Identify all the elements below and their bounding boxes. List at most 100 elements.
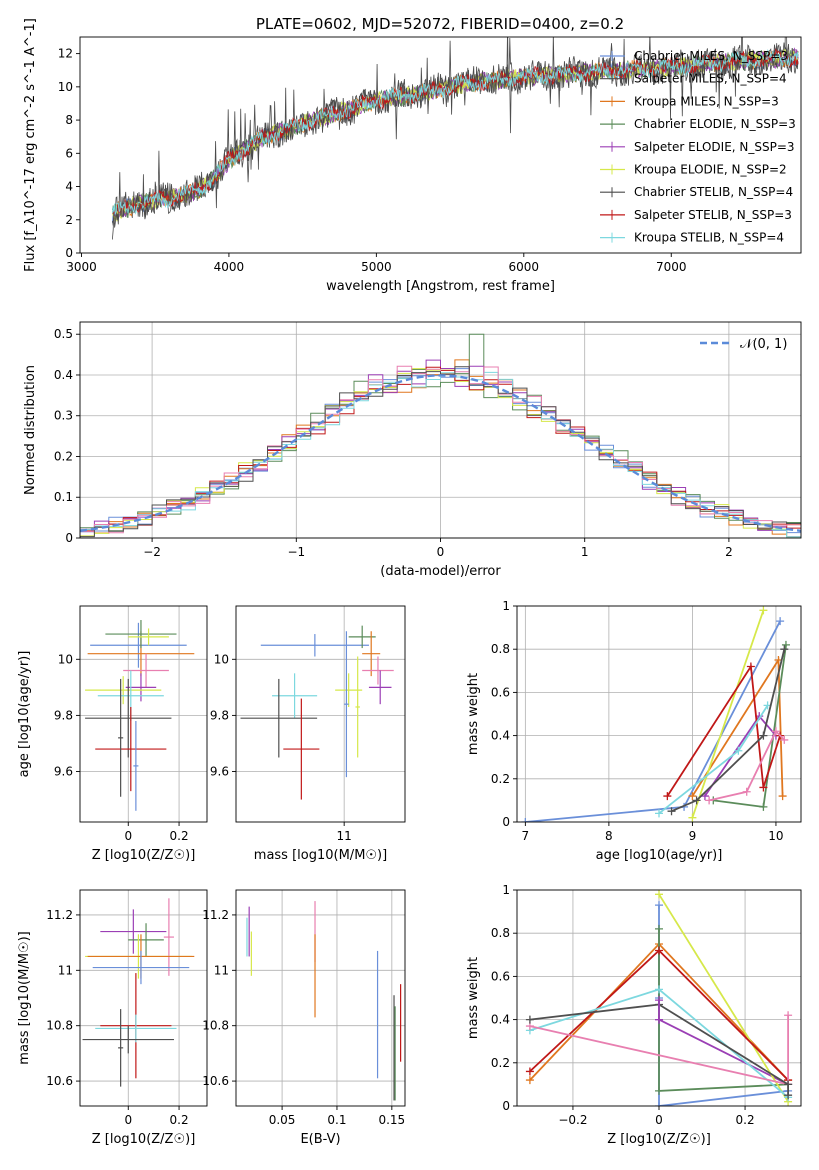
x-tick-label: 0.1 xyxy=(327,1113,346,1127)
x-tick-label: 8 xyxy=(605,829,613,843)
legend-label: Chabrier STELIB, N_SSP=4 xyxy=(634,185,793,199)
weight-point-marker xyxy=(784,1091,793,1100)
x-tick-label: 1 xyxy=(581,545,589,559)
weight-series-line xyxy=(666,663,781,797)
weight-point-marker xyxy=(525,1076,534,1085)
weight-point-marker xyxy=(784,1080,793,1089)
weight-point-marker xyxy=(759,802,768,811)
x-tick-label: 0.2 xyxy=(170,1113,189,1127)
y-tick-label: 0 xyxy=(65,531,73,545)
x-tick-label: 10 xyxy=(768,829,783,843)
axes-frame xyxy=(516,605,802,823)
y-tick-label: 10.8 xyxy=(46,1019,73,1033)
x-tick-label: 6000 xyxy=(509,260,540,274)
plot-area xyxy=(521,606,790,822)
x-tick-label: 11 xyxy=(337,829,352,843)
y-tick-label: 0.6 xyxy=(491,685,510,699)
y-tick-label: 0.1 xyxy=(54,490,73,504)
histogram-series xyxy=(80,365,801,538)
x-tick-label: 0 xyxy=(124,829,132,843)
weight-point-marker xyxy=(655,946,663,955)
x-axis-label: wavelength [Angstrom, rest frame] xyxy=(326,279,555,294)
y-tick-label: 10 xyxy=(58,652,73,666)
weight-point-marker xyxy=(663,792,672,801)
legend-label: 𝒩(0, 1) xyxy=(740,337,787,352)
weight-series-line xyxy=(658,928,789,1092)
x-tick-label: 0.15 xyxy=(378,1113,405,1127)
y-axis-label: mass [log10(M/M☉)] xyxy=(17,931,32,1064)
y-tick-label: 9.6 xyxy=(210,765,229,779)
weight-series-line xyxy=(529,1003,789,1096)
y-tick-label: 0 xyxy=(502,1099,510,1113)
normal-curve xyxy=(80,374,801,533)
plot-area xyxy=(85,620,195,811)
y-tick-label: 0.4 xyxy=(491,1013,510,1027)
panel-Z-age: 0 0.2 9.6 9.8 10 Z [log10(Z/Z☉)] age [log10(ag… xyxy=(17,605,208,863)
y-tick-label: 1 xyxy=(502,599,510,613)
y-tick-label: 0.2 xyxy=(491,772,510,786)
x-tick-label: 4000 xyxy=(214,260,245,274)
x-tick-label: −2 xyxy=(143,545,161,559)
y-tick-label: 11.2 xyxy=(46,908,73,922)
legend-label: Kroupa STELIB, N_SSP=4 xyxy=(634,231,784,245)
weight-point-marker xyxy=(734,746,743,755)
plot-area xyxy=(240,625,394,800)
y-tick-label: 0.8 xyxy=(491,642,510,656)
y-tick-label: 0.6 xyxy=(491,969,510,983)
weight-point-marker xyxy=(771,727,780,736)
y-tick-label: 12 xyxy=(58,47,73,61)
weight-point-marker xyxy=(746,662,755,671)
x-axis-label: Z [log10(Z/Z☉)] xyxy=(607,1132,711,1147)
legend-label: Chabrier MILES, N_SSP=3 xyxy=(634,49,788,63)
y-tick-label: 0.2 xyxy=(54,449,73,463)
spectrum-series-line xyxy=(112,48,799,215)
weight-point-marker xyxy=(521,818,530,822)
weight-point-marker xyxy=(759,731,768,740)
weight-point-marker xyxy=(525,1015,534,1024)
axes-frame xyxy=(79,889,208,1107)
x-tick-label: 0.2 xyxy=(170,829,189,843)
weight-series-line xyxy=(691,610,765,818)
y-tick-label: 0.3 xyxy=(54,409,73,423)
x-tick-label: 3000 xyxy=(66,260,97,274)
y-tick-label: 1 xyxy=(502,883,510,897)
weight-point-marker xyxy=(688,792,697,801)
weight-point-marker xyxy=(692,796,701,805)
axes-frame xyxy=(79,36,802,254)
legend-label: Salpeter ELODIE, N_SSP=3 xyxy=(634,140,795,154)
weight-point-marker xyxy=(655,1086,663,1095)
panel-EBV-mass: 0.05 0.1 0.15 10.6 10.8 11 11.2 E(B-V) xyxy=(202,889,406,1147)
weight-point-marker xyxy=(655,985,663,994)
y-tick-label: 4 xyxy=(65,180,73,194)
y-tick-label: 9.8 xyxy=(54,708,73,722)
y-tick-label: 10.8 xyxy=(202,1019,229,1033)
panels: 3000 4000 5000 6000 7000024681012wavelength … xyxy=(17,18,802,1147)
weight-point-marker xyxy=(688,813,697,822)
weight-point-marker xyxy=(759,783,768,792)
axes-frame xyxy=(79,605,208,823)
y-tick-label: 0.5 xyxy=(54,327,73,341)
weight-point-marker xyxy=(780,645,789,654)
figure-title: PLATE=0602, MJD=52072, FIBERID=0400, z=0… xyxy=(256,15,624,33)
y-tick-label: 11 xyxy=(58,963,73,977)
x-tick-label: 7 xyxy=(522,829,530,843)
plot-area xyxy=(112,37,799,240)
weight-point-marker xyxy=(759,606,768,615)
y-axis-label: mass weight xyxy=(466,957,481,1039)
weight-point-marker xyxy=(776,617,785,626)
y-tick-label: 10 xyxy=(58,80,73,94)
histogram-series xyxy=(80,366,801,538)
y-tick-label: 0.4 xyxy=(491,729,510,743)
x-tick-label: 0 xyxy=(437,545,445,559)
y-tick-label: 10 xyxy=(214,652,229,666)
weight-point-marker xyxy=(781,640,790,649)
weight-point-marker xyxy=(525,1067,534,1076)
y-tick-label: 0.2 xyxy=(491,1056,510,1070)
x-axis-label: Z [log10(Z/Z☉)] xyxy=(92,848,196,863)
x-tick-label: 2 xyxy=(725,545,733,559)
plot-area xyxy=(246,901,402,1101)
x-axis-label: Z [log10(Z/Z☉)] xyxy=(92,1132,196,1147)
y-axis-label: mass weight xyxy=(466,673,481,755)
weight-point-marker xyxy=(655,924,663,933)
